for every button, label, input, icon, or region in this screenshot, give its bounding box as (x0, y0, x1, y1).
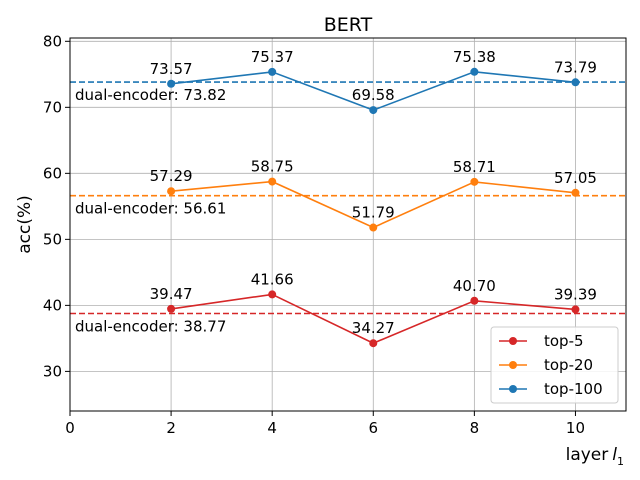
chart-title: BERT (324, 14, 373, 36)
data-label-top-5: 41.66 (251, 270, 294, 288)
plot-frame (69, 37, 627, 412)
data-point-top-20 (268, 177, 277, 186)
legend-label-top-5: top-5 (544, 332, 584, 350)
data-point-top-20 (470, 177, 479, 186)
data-label-top-100: 73.79 (554, 58, 597, 76)
data-label-top-5: 40.70 (453, 277, 496, 295)
legend-label-top-20: top-20 (544, 356, 593, 374)
data-label-top-100: 75.37 (251, 48, 294, 66)
data-point-top-20 (167, 187, 176, 196)
data-point-top-5 (268, 290, 277, 299)
y-tick-label: 60 (43, 164, 62, 182)
data-point-top-100 (470, 67, 479, 76)
y-tick-label: 80 (43, 32, 62, 50)
data-point-top-100 (571, 78, 580, 87)
x-tick-label: 10 (566, 419, 585, 437)
axis-ticks: 0 2 4 6 8 10 30 40 50 60 70 80 (43, 32, 585, 437)
data-point-top-5 (571, 305, 580, 314)
data-point-top-5 (167, 304, 176, 313)
grid-lines (69, 38, 626, 411)
x-tick-label: 0 (65, 419, 75, 437)
legend-box (490, 326, 619, 404)
data-point-top-20 (369, 223, 378, 232)
x-axis-title-var: l (612, 445, 617, 465)
y-tick-label: 70 (43, 98, 62, 116)
data-label-top-5: 39.47 (150, 285, 193, 303)
y-tick-label: 50 (43, 230, 62, 248)
data-label-top-20: 58.71 (453, 158, 496, 176)
y-tick-label: 40 (43, 296, 62, 314)
x-tick-label: 8 (470, 419, 480, 437)
data-point-top-5 (470, 296, 479, 305)
y-axis-title: acc(%) (15, 195, 35, 254)
data-label-top-100: 73.57 (150, 60, 193, 78)
x-axis-title: layer l1 (566, 445, 624, 468)
data-label-top-100: 75.38 (453, 48, 496, 66)
legend-marker-top-100 (509, 385, 517, 393)
x-tick-label: 4 (267, 419, 277, 437)
data-point-top-100 (369, 106, 378, 115)
x-tick-label: 6 (368, 419, 378, 437)
legend-label-top-100: top-100 (544, 380, 603, 398)
data-point-top-100 (167, 79, 176, 88)
x-tick-label: 2 (166, 419, 176, 437)
legend-marker-top-5 (509, 337, 517, 345)
x-axis-title-subscript: 1 (617, 455, 624, 468)
data-point-top-100 (268, 67, 277, 76)
x-axis-title-main: layer (566, 445, 609, 465)
baseline-label-top-100: dual-encoder: 73.82 (75, 86, 226, 104)
series-lines (167, 67, 580, 348)
data-label-top-20: 57.29 (150, 167, 193, 185)
data-label-top-5: 39.39 (554, 285, 597, 303)
data-label-top-5: 34.27 (352, 319, 395, 337)
data-label-top-100: 69.58 (352, 86, 395, 104)
y-tick-label: 30 (43, 362, 62, 380)
legend: top-5 top-20 top-100 (490, 326, 619, 404)
baseline-label-top-20: dual-encoder: 56.61 (75, 200, 226, 218)
data-label-top-20: 58.75 (251, 158, 294, 176)
data-point-top-20 (571, 188, 580, 197)
baselines (70, 81, 626, 315)
data-labels: dual-encoder: 38.77 dual-encoder: 56.61 du… (75, 48, 597, 337)
data-point-top-5 (369, 339, 378, 348)
baseline-label-top-5: dual-encoder: 38.77 (75, 317, 226, 335)
data-label-top-20: 57.05 (554, 169, 597, 187)
data-label-top-20: 51.79 (352, 204, 395, 222)
legend-marker-top-20 (509, 361, 517, 369)
